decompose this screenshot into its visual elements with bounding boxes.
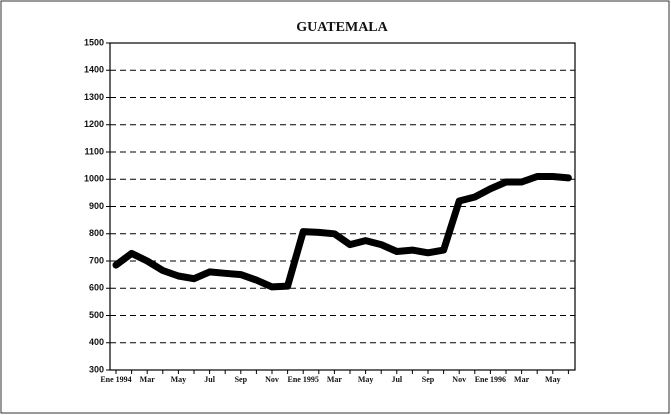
- x-tick-label: Jul: [204, 375, 215, 384]
- y-tick-label: 800: [89, 228, 104, 238]
- x-tick-label: Mar: [327, 375, 343, 384]
- x-tick-label: May: [545, 375, 561, 384]
- y-tick-label: 1100: [84, 146, 104, 156]
- y-tick-label: 300: [89, 364, 104, 374]
- y-tick-label: 1200: [84, 119, 104, 129]
- y-tick-label: 1300: [84, 92, 104, 102]
- x-tick-label: May: [171, 375, 187, 384]
- x-tick-label: May: [358, 375, 374, 384]
- y-tick-label: 600: [89, 283, 104, 293]
- y-tick-label: 900: [89, 201, 104, 211]
- x-tick-label: Sep: [235, 375, 248, 384]
- x-tick-label: Nov: [265, 375, 279, 384]
- y-tick-label: 500: [89, 310, 104, 320]
- y-tick-label: 700: [89, 255, 104, 265]
- y-tick-label: 1000: [84, 174, 104, 184]
- data-line: [112, 173, 572, 291]
- y-tick-label: 1400: [84, 65, 104, 75]
- x-tick-label: Ene 1994: [100, 375, 131, 384]
- x-tick-label: Mar: [514, 375, 530, 384]
- x-tick-label: Mar: [140, 375, 156, 384]
- y-tick-label: 400: [89, 337, 104, 347]
- chart-title: GUATEMALA: [296, 20, 388, 35]
- x-tick-label: Ene 1996: [475, 375, 506, 384]
- plot-border: [109, 42, 576, 371]
- x-tick-label: Sep: [422, 375, 435, 384]
- x-tick-label: Ene 1995: [288, 375, 319, 384]
- x-tick-label: Jul: [391, 375, 402, 384]
- x-tick-label: Nov: [452, 375, 466, 384]
- y-tick-label: 1500: [84, 37, 104, 47]
